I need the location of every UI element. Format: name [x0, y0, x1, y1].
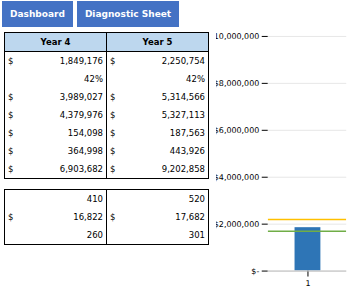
html-text:17,682: 17,682: [175, 212, 205, 222]
html-text:6,903,682: 6,903,682: [59, 164, 103, 174]
html-text:410: 410: [86, 194, 103, 204]
svg-text:$6,000,000: $6,000,000: [216, 126, 259, 135]
html-text:5,314,566: 5,314,566: [161, 92, 205, 102]
html-text:4,379,976: 4,379,976: [59, 110, 103, 120]
html-text:364,998: 364,998: [67, 146, 103, 156]
html-text:520: 520: [188, 194, 205, 204]
svg-text:1: 1: [305, 279, 310, 288]
svg-text:$8,000,000: $8,000,000: [216, 79, 259, 88]
html-text:Year 5: Year 5: [142, 37, 173, 47]
html-text:301: 301: [188, 230, 205, 240]
svg-text:$-: $-: [251, 267, 259, 276]
html-text:5,327,113: 5,327,113: [161, 110, 205, 120]
html-text:187,563: 187,563: [169, 128, 205, 138]
svg-text:$2,000,000: $2,000,000: [216, 220, 259, 229]
html-text:42%: 42%: [84, 74, 103, 84]
html-text:3,989,027: 3,989,027: [59, 92, 103, 102]
html-text:154,098: 154,098: [67, 128, 103, 138]
html-text:260: 260: [86, 230, 103, 240]
svg-text:$4,000,000: $4,000,000: [216, 173, 259, 182]
html-text:2,250,754: 2,250,754: [161, 56, 205, 66]
html-text:Dashboard: Dashboard: [10, 9, 65, 19]
html-text:42%: 42%: [186, 74, 205, 84]
html-text:Diagnostic Sheet: Diagnostic Sheet: [84, 9, 172, 19]
html-text:1,849,176: 1,849,176: [59, 56, 103, 66]
svg-text:$10,000,000: $10,000,000: [216, 32, 259, 41]
html-text:9,202,858: 9,202,858: [161, 164, 205, 174]
html-text:Year 4: Year 4: [40, 37, 71, 47]
html-text:16,822: 16,822: [73, 212, 103, 222]
html-text:443,926: 443,926: [169, 146, 205, 156]
